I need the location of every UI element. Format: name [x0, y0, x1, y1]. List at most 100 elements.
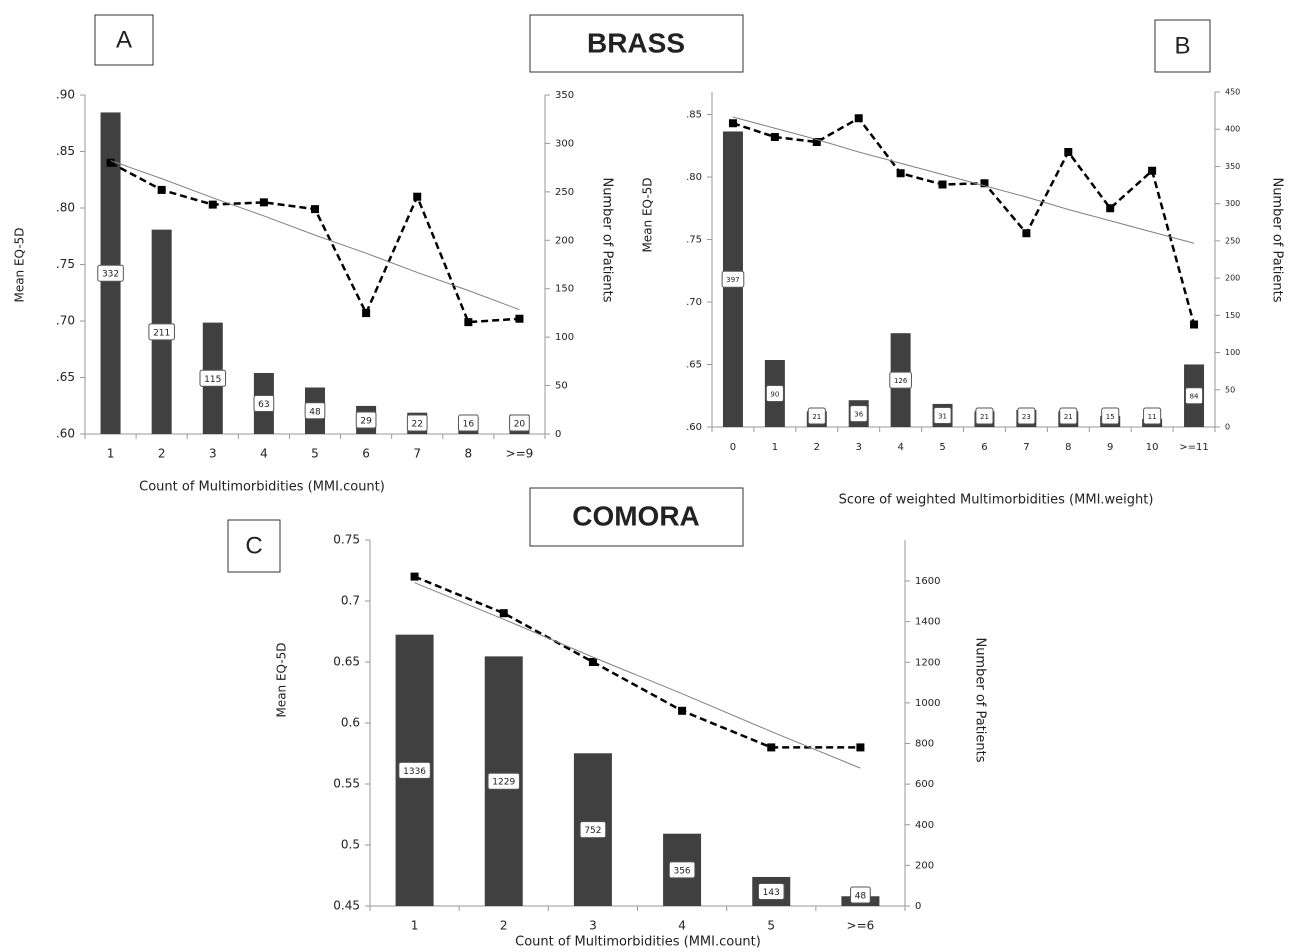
point [208, 200, 217, 209]
y-tick-label: 0.65 [333, 655, 360, 669]
y2-axis-label: Number of Patients [600, 177, 615, 302]
y2-tick-label: 50 [1225, 385, 1235, 394]
value-label: 48 [309, 407, 321, 417]
y2-tick-label: 150 [555, 284, 574, 295]
point [812, 138, 821, 146]
point [1190, 320, 1199, 329]
value-label-box [1059, 407, 1078, 425]
x-tick-label: 4 [260, 447, 268, 461]
value-label: 15 [1106, 413, 1115, 421]
y2-tick-label: 400 [1225, 125, 1240, 134]
value-label: 211 [153, 328, 170, 338]
trend-line [732, 116, 1195, 244]
y2-tick-label: 50 [555, 381, 568, 392]
x-tick-label: >=9 [506, 447, 534, 461]
value-label-box [253, 394, 275, 412]
mean-line [414, 575, 861, 749]
point [410, 572, 419, 581]
y2-tick-label: 100 [555, 332, 574, 343]
mean-line [732, 116, 1196, 325]
y2-tick-label: 600 [915, 779, 934, 790]
x-tick-label: 7 [1023, 442, 1029, 453]
point [106, 158, 115, 167]
y-tick-label: .90 [56, 88, 75, 102]
value-label-box [975, 407, 994, 425]
title-box [529, 14, 744, 73]
value-label: 11 [1148, 413, 1157, 421]
panel-box [94, 14, 154, 66]
value-label-box [850, 886, 871, 904]
title-box [529, 487, 744, 547]
value-label-box [1143, 407, 1162, 425]
x-axis-label: Count of Multimorbidities (MMI.count) [139, 480, 385, 495]
x-tick-label: 2 [814, 442, 820, 453]
x-tick-label: 1 [107, 447, 115, 461]
panel-label: A [116, 26, 132, 53]
y-tick-label: .70 [56, 314, 75, 328]
value-label: 752 [584, 826, 601, 836]
value-label: 397 [726, 276, 739, 284]
value-label: 20 [514, 420, 526, 430]
y2-tick-label: 200 [555, 235, 574, 246]
value-label-box [304, 402, 326, 420]
value-label-box [721, 270, 745, 288]
panel-box [227, 519, 281, 573]
y-tick-label: .60 [686, 422, 702, 433]
x-tick-label: 2 [158, 447, 166, 461]
value-label: 90 [770, 391, 779, 399]
value-label-box [757, 882, 785, 900]
value-label-box [457, 414, 479, 432]
y2-tick-label: 450 [1225, 88, 1240, 97]
y-axis-label: Mean EQ-5D [641, 177, 655, 252]
y-tick-label: .85 [56, 144, 75, 158]
y-tick-label: 0.45 [333, 899, 360, 913]
x-tick-label: 6 [981, 442, 987, 453]
value-label: 21 [980, 413, 989, 421]
point [896, 169, 905, 178]
y-tick-label: .70 [686, 297, 702, 308]
point [157, 185, 166, 194]
x-tick-label: 10 [1146, 442, 1159, 453]
value-label: 63 [258, 400, 269, 410]
value-label: 356 [673, 866, 690, 876]
value-label: 84 [1190, 393, 1199, 401]
x-tick-label: 1 [411, 919, 419, 933]
y-axis-label: Mean EQ-5D [13, 227, 27, 302]
panel-box [1154, 19, 1211, 73]
y2-tick-label: 1600 [915, 576, 940, 587]
x-tick-label: 8 [465, 447, 473, 461]
point [362, 309, 371, 318]
y-axis-label: Mean EQ-5D [275, 642, 289, 717]
value-label-box [849, 405, 868, 423]
point [980, 179, 989, 188]
point [1022, 229, 1031, 238]
point [854, 114, 863, 123]
y2-tick-label: 0 [1225, 423, 1230, 432]
y-tick-label: .75 [56, 257, 75, 271]
x-tick-label: 9 [1107, 442, 1113, 453]
point [588, 658, 597, 666]
trend-line [110, 160, 520, 311]
x-tick-label: 3 [856, 442, 862, 453]
y2-tick-label: 1400 [915, 617, 940, 628]
value-label-box [1101, 407, 1120, 425]
value-label: 22 [411, 420, 422, 430]
x-axis-label: Count of Multimorbidities (MMI.count) [515, 935, 761, 950]
value-label-box [579, 821, 607, 839]
point [1148, 166, 1157, 175]
point [728, 119, 737, 128]
value-label: 21 [1064, 413, 1073, 421]
point [259, 198, 268, 207]
value-label-box [1017, 407, 1036, 425]
x-tick-label: 7 [413, 447, 421, 461]
y-tick-label: 0.75 [333, 533, 360, 547]
y-tick-label: 0.7 [341, 594, 360, 608]
y2-tick-label: 0 [915, 901, 921, 912]
x-tick-label: 4 [678, 919, 686, 933]
x-tick-label: 3 [209, 447, 217, 461]
point [770, 133, 779, 141]
y-tick-label: .75 [686, 235, 702, 246]
section-title: COMORA [572, 500, 700, 531]
value-label-box [889, 371, 912, 389]
x-tick-label: 5 [939, 442, 945, 453]
